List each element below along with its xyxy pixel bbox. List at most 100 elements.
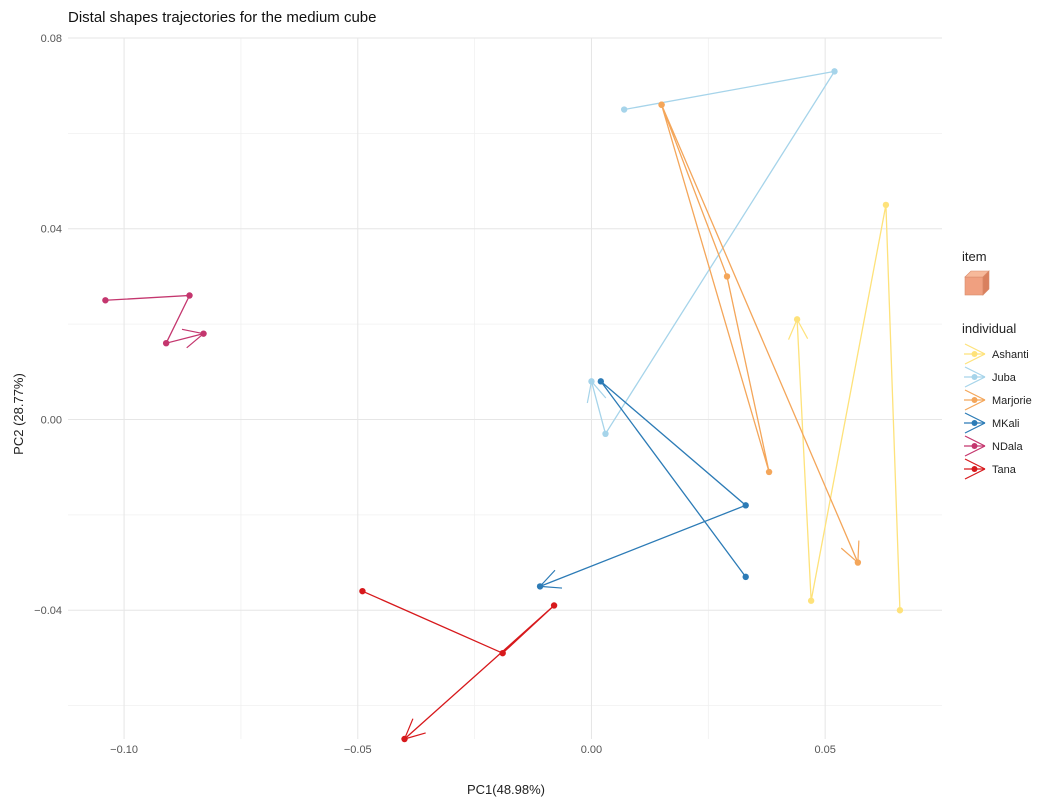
data-point	[831, 68, 838, 75]
legend-entry-ndala: NDala	[964, 435, 1023, 457]
data-point	[896, 607, 904, 614]
arrowhead	[403, 718, 414, 740]
y-tick-label: 0.00	[41, 414, 62, 426]
legend-arrowhead	[964, 389, 986, 401]
y-tick-label: 0.08	[41, 33, 62, 45]
legend-arrowhead	[964, 412, 986, 424]
legend-individual-entries: Ashanti Juba Marjorie MKali NDala Tana	[964, 343, 1032, 480]
legend-entry-tana: Tana	[964, 458, 1017, 480]
legend-arrowhead	[964, 366, 986, 378]
data-point	[499, 649, 506, 657]
arrowhead	[840, 547, 859, 564]
data-point	[597, 378, 605, 385]
arrowhead	[186, 333, 204, 349]
legend-arrowhead	[964, 399, 986, 411]
legend-point	[971, 351, 978, 357]
arrowhead	[586, 381, 593, 404]
legend-arrowhead	[964, 435, 986, 447]
data-point	[620, 106, 628, 113]
arrowhead	[539, 569, 556, 587]
legend-label: Tana	[992, 464, 1017, 476]
trajectory-line	[105, 294, 204, 345]
x-tick-label: −0.05	[344, 744, 372, 756]
x-tick-label: 0.00	[581, 744, 602, 756]
x-tick-label: −0.10	[110, 744, 138, 756]
y-axis-title: PC2 (28.77%)	[11, 373, 26, 455]
data-point	[742, 502, 749, 509]
series-ndala	[102, 292, 207, 349]
legend-individual-title: individual	[962, 321, 1016, 336]
grid	[68, 37, 942, 739]
legend-arrowhead	[964, 343, 986, 355]
data-point	[742, 573, 749, 581]
series-marjorie	[658, 101, 862, 566]
trajectory-line	[796, 204, 901, 611]
trajectory-line	[362, 590, 555, 740]
data-point	[602, 430, 609, 438]
legend-entry-mkali: MKali	[964, 412, 1020, 434]
series-mkali	[536, 378, 749, 590]
legend: item individual Ashanti Juba Marjorie MKali…	[962, 249, 1032, 480]
legend-point	[971, 466, 978, 472]
data-point	[536, 583, 544, 590]
y-tick-label: −0.04	[34, 605, 62, 617]
legend-point	[971, 443, 978, 449]
data-point	[765, 468, 773, 476]
x-tick-label: 0.05	[814, 744, 835, 756]
legend-arrowhead	[964, 458, 986, 470]
data-point	[359, 587, 366, 595]
y-axis: −0.04 0.00 0.04 0.08	[34, 33, 62, 617]
data-point	[854, 559, 862, 566]
data-point	[401, 735, 408, 743]
legend-arrowhead	[964, 376, 986, 388]
series-tana	[359, 587, 558, 743]
x-axis: −0.10 −0.05 0.00 0.05	[110, 744, 836, 756]
arrowhead	[404, 732, 426, 740]
arrowhead	[181, 328, 204, 335]
legend-label: MKali	[992, 418, 1020, 430]
legend-item-title: item	[962, 249, 987, 264]
legend-arrowhead	[964, 422, 986, 434]
legend-arrowhead	[964, 468, 986, 480]
trajectory-line	[590, 70, 836, 436]
y-tick-label: 0.04	[41, 224, 62, 236]
arrowhead	[787, 319, 798, 340]
data-point	[882, 201, 890, 209]
trajectory-line	[539, 380, 747, 588]
legend-arrowhead	[964, 445, 986, 457]
series-ashanti	[787, 201, 904, 614]
legend-entry-ashanti: Ashanti	[964, 343, 1029, 365]
arrowhead	[591, 380, 607, 399]
data-point	[162, 339, 170, 347]
legend-label: NDala	[992, 441, 1023, 453]
data-point	[588, 378, 595, 385]
data-point	[807, 597, 815, 604]
data-point	[658, 101, 665, 108]
data-point	[186, 292, 193, 299]
data-point	[723, 273, 731, 280]
cube-face	[964, 276, 984, 296]
legend-arrowhead	[964, 353, 986, 365]
chart-title: Distal shapes trajectories for the mediu…	[68, 9, 376, 26]
arrowhead	[796, 319, 809, 339]
legend-point	[971, 420, 978, 426]
series-juba	[586, 68, 838, 438]
data-point	[793, 316, 801, 323]
legend-entry-juba: Juba	[964, 366, 1017, 388]
legend-item-entry	[964, 270, 990, 296]
legend-point	[971, 374, 978, 380]
x-axis-title: PC1(48.98%)	[467, 782, 545, 797]
legend-point	[971, 397, 978, 403]
arrowhead	[540, 585, 563, 589]
cube-side	[982, 270, 990, 296]
legend-label: Ashanti	[992, 349, 1029, 361]
data-point	[550, 602, 558, 609]
legend-label: Marjorie	[992, 395, 1032, 407]
arrowhead	[857, 540, 860, 563]
trajectory-line	[660, 104, 859, 563]
data-point	[102, 297, 109, 304]
legend-entry-marjorie: Marjorie	[964, 389, 1032, 411]
data-point	[200, 330, 207, 337]
cube-icon	[964, 270, 990, 296]
